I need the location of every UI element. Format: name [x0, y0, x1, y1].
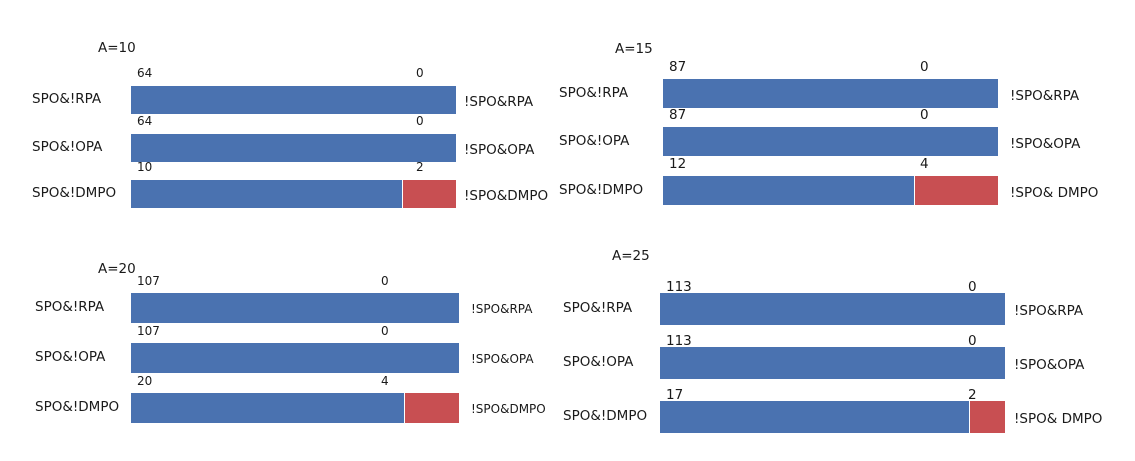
category-label: SPO&!RPA: [563, 300, 633, 316]
category-label: SPO&!OPA: [32, 139, 103, 155]
right-category-label: !SPO&OPA: [471, 352, 534, 366]
value-label-blue: 87: [669, 59, 687, 75]
category-label: SPO&!OPA: [35, 349, 106, 365]
value-label-red: 4: [381, 374, 389, 388]
value-label-blue: 12: [669, 156, 687, 172]
value-label-red: 0: [920, 59, 929, 75]
right-category-label: !SPO& DMPO: [1010, 184, 1099, 201]
category-label: SPO&!DMPO: [32, 185, 117, 201]
bar-segment-blue: [660, 293, 1005, 325]
bar-segment-blue: [131, 293, 459, 323]
value-label-blue: 17: [666, 387, 684, 403]
value-label-red: 0: [968, 279, 977, 295]
category-label: SPO&!OPA: [559, 132, 630, 149]
right-category-label: !SPO&OPA: [1010, 135, 1081, 152]
right-category-label: !SPO&RPA: [464, 94, 534, 110]
value-label-blue: 113: [666, 333, 692, 349]
chart-title: A=25: [612, 248, 650, 264]
category-label: SPO&!RPA: [32, 91, 102, 107]
bar-segment-blue: [131, 86, 456, 114]
bar-segment-blue: [660, 401, 969, 433]
value-label-red: 0: [381, 274, 389, 288]
bar-segment-blue: [131, 134, 456, 162]
value-label-blue: 64: [137, 66, 153, 80]
bar-segment-blue: [131, 343, 459, 373]
value-label-blue: 107: [137, 274, 160, 288]
value-label-red: 0: [416, 114, 424, 128]
bar-segment-blue: [131, 180, 402, 208]
value-label-blue: 10: [137, 160, 153, 174]
right-category-label: !SPO&DMPO: [471, 402, 546, 416]
value-label-blue: 107: [137, 324, 160, 338]
value-label-red: 4: [920, 156, 929, 172]
chart-title: A=15: [615, 41, 653, 57]
value-label-blue: 20: [137, 374, 153, 388]
bar-segment-red: [405, 393, 459, 423]
value-label-red: 0: [416, 66, 424, 80]
value-label-red: 0: [968, 333, 977, 349]
bar-segment-blue: [663, 127, 998, 156]
category-label: SPO&!DMPO: [35, 399, 120, 415]
right-category-label: !SPO&OPA: [1014, 357, 1085, 373]
category-label: SPO&!RPA: [35, 299, 105, 315]
chart-title: A=10: [98, 40, 136, 56]
category-label: SPO&!OPA: [563, 354, 634, 370]
value-label-blue: 113: [666, 279, 692, 295]
bar-segment-blue: [131, 393, 405, 423]
bar-segment-red: [915, 176, 998, 205]
value-label-blue: 87: [669, 107, 687, 123]
category-label: SPO&!DMPO: [559, 181, 644, 198]
right-category-label: !SPO&OPA: [464, 142, 535, 158]
value-label-red: 0: [920, 107, 929, 123]
right-category-label: !SPO&DMPO: [464, 188, 549, 204]
right-category-label: !SPO&RPA: [1010, 87, 1080, 104]
right-category-label: !SPO& DMPO: [1014, 411, 1103, 427]
value-label-blue: 64: [137, 114, 153, 128]
right-category-label: !SPO&RPA: [471, 302, 533, 316]
category-label: SPO&!RPA: [559, 84, 629, 101]
bar-segment-blue: [663, 176, 915, 205]
value-label-red: 2: [968, 387, 977, 403]
bar-segment-blue: [663, 79, 998, 108]
right-category-label: !SPO&RPA: [1014, 303, 1084, 319]
bar-segment-blue: [660, 347, 1005, 379]
chart-title: A=20: [98, 261, 136, 277]
value-label-red: 2: [416, 160, 424, 174]
bar-segment-red: [969, 401, 1005, 433]
category-label: SPO&!DMPO: [563, 408, 648, 424]
value-label-red: 0: [381, 324, 389, 338]
bar-segment-red: [402, 180, 456, 208]
